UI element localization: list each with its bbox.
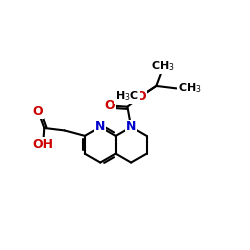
Text: N: N: [95, 120, 106, 134]
Text: CH$_3$: CH$_3$: [151, 59, 175, 73]
Text: CH$_3$: CH$_3$: [178, 82, 202, 95]
Text: O: O: [136, 90, 146, 103]
Text: O: O: [33, 105, 44, 118]
Text: O: O: [105, 99, 116, 112]
Text: H$_3$C: H$_3$C: [115, 90, 139, 103]
Text: N: N: [126, 120, 136, 134]
Text: OH: OH: [32, 138, 54, 151]
